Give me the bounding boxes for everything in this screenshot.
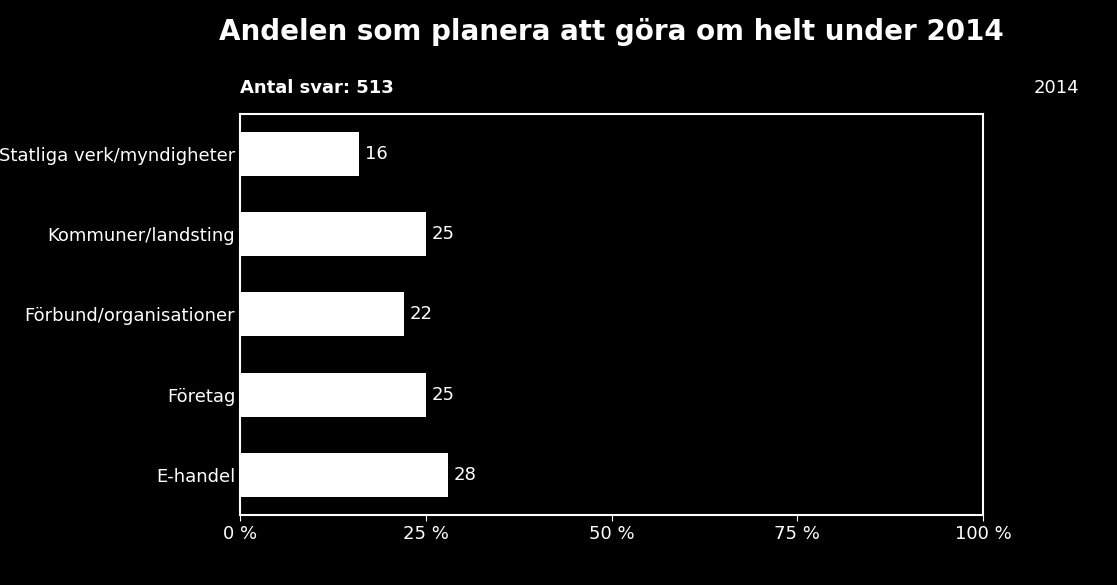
Text: 22: 22 [410,305,432,324]
Bar [240,373,426,417]
Text: 25: 25 [432,386,455,404]
Bar [240,212,426,256]
Bar [240,132,359,176]
Text: Andelen som planera att göra om helt under 2014: Andelen som planera att göra om helt und… [219,18,1004,46]
Text: 16: 16 [365,145,388,163]
Text: Antal svar: 513: Antal svar: 513 [240,79,394,97]
Text: 28: 28 [455,466,477,484]
Text: 25: 25 [432,225,455,243]
Text: 2014: 2014 [1033,79,1079,97]
Bar [240,453,448,497]
Bar [240,292,403,336]
